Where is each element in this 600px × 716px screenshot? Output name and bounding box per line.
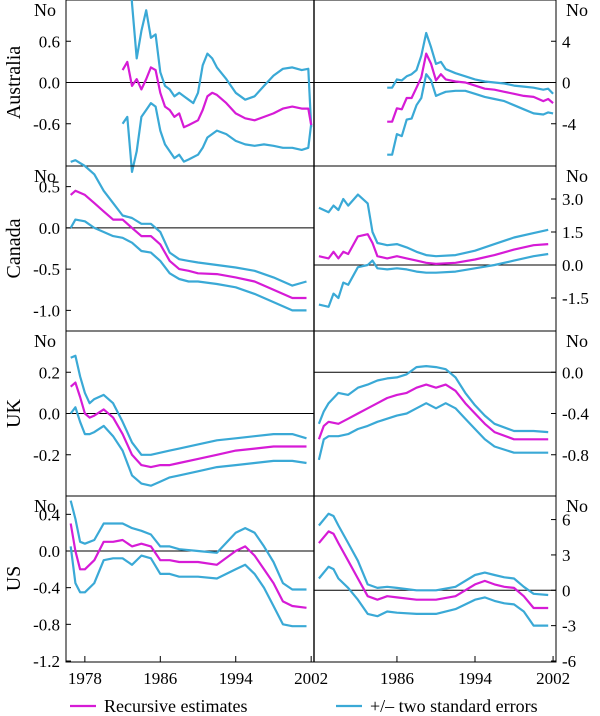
y-tick-label: 0.0 — [39, 74, 60, 93]
y-tick-label: -0.2 — [33, 446, 60, 465]
x-tick-label: 1986 — [380, 669, 414, 688]
y-tick-label: 0 — [562, 581, 571, 600]
y-tick-label: 3.0 — [562, 190, 583, 209]
series-estimate-canada-left — [69, 189, 307, 300]
x-tick-label: 1978 — [68, 669, 102, 688]
series-lower-band-us-left — [69, 546, 307, 628]
legend-label-band: +/– two standard errors — [370, 696, 538, 716]
series-estimate-uk-left — [69, 381, 307, 469]
x-tick-label: 1994 — [458, 669, 493, 688]
y-tick-label: 0.0 — [39, 542, 60, 561]
y-tick-label: 0.0 — [39, 219, 60, 238]
y-tick-label: 0.0 — [562, 363, 583, 382]
series-estimate-us-right — [318, 530, 549, 610]
y-tick-label: 3 — [562, 546, 571, 565]
x-tick-label: 1986 — [143, 669, 177, 688]
y-tick-label: -4 — [562, 115, 577, 134]
unit-label: No — [34, 496, 56, 516]
series-upper-band-australia-left — [130, 0, 313, 128]
y-tick-label: 0.2 — [39, 363, 60, 382]
series-estimate-australia-left — [121, 60, 313, 129]
y-tick-label: -0.6 — [33, 115, 60, 134]
unit-label: No — [34, 166, 56, 186]
series-lower-band-australia-left — [121, 102, 313, 173]
y-tick-label: -0.8 — [33, 615, 60, 634]
series-estimate-us-left — [69, 523, 307, 609]
country-label-canada: Canada — [3, 218, 25, 278]
series-lower-band-uk-left — [69, 406, 307, 487]
x-tick-label: 2002 — [294, 669, 328, 688]
y-tick-label: -1.0 — [33, 301, 60, 320]
y-tick-label: 0.0 — [39, 405, 60, 424]
y-tick-label: 1.5 — [562, 223, 583, 242]
y-tick-label: -6 — [562, 652, 576, 671]
unit-label: No — [566, 496, 588, 516]
y-tick-label: -0.5 — [33, 260, 60, 279]
y-tick-label: 0.4 — [39, 505, 61, 524]
series-lower-band-canada-right — [318, 252, 549, 308]
country-label-australia: Australia — [3, 46, 25, 119]
unit-label: No — [34, 331, 56, 351]
series-upper-band-canada-right — [318, 193, 549, 258]
series-estimate-canada-right — [318, 233, 549, 265]
unit-label: No — [566, 0, 588, 20]
series-lower-band-australia-right — [387, 73, 554, 156]
y-tick-label: 0.5 — [39, 178, 60, 197]
x-tick-label: 1994 — [219, 669, 254, 688]
country-label-uk: UK — [3, 399, 25, 428]
y-tick-label: 0.6 — [39, 32, 60, 51]
y-tick-label: 0 — [562, 74, 571, 93]
unit-label: No — [566, 331, 588, 351]
series-upper-band-us-right — [318, 512, 549, 597]
series-upper-band-uk-left — [70, 354, 307, 456]
y-tick-label: -1.5 — [562, 289, 589, 308]
series-upper-band-uk-right — [317, 365, 549, 434]
series-lower-band-uk-right — [317, 402, 549, 461]
y-tick-label: 0.0 — [562, 256, 583, 275]
unit-label: No — [34, 0, 56, 20]
y-tick-label: -0.4 — [33, 579, 60, 598]
y-tick-label: 6 — [562, 511, 571, 530]
series-lower-band-canada-left — [69, 218, 307, 312]
unit-label: No — [566, 166, 588, 186]
series-estimate-australia-right — [387, 52, 554, 123]
series-upper-band-canada-left — [70, 159, 307, 287]
y-tick-label: -0.8 — [562, 446, 589, 465]
series-upper-band-us-left — [69, 500, 307, 591]
series-estimate-uk-right — [317, 383, 549, 441]
series-upper-band-australia-right — [387, 31, 554, 95]
y-tick-label: 4 — [562, 32, 571, 51]
country-label-us: US — [3, 566, 25, 592]
y-tick-label: -0.4 — [562, 405, 589, 424]
series-lower-band-us-right — [318, 565, 549, 627]
legend-label-estimate: Recursive estimates — [104, 696, 247, 716]
x-tick-label: 2002 — [536, 669, 570, 688]
y-tick-label: -1.2 — [33, 652, 60, 671]
y-tick-label: -3 — [562, 617, 576, 636]
